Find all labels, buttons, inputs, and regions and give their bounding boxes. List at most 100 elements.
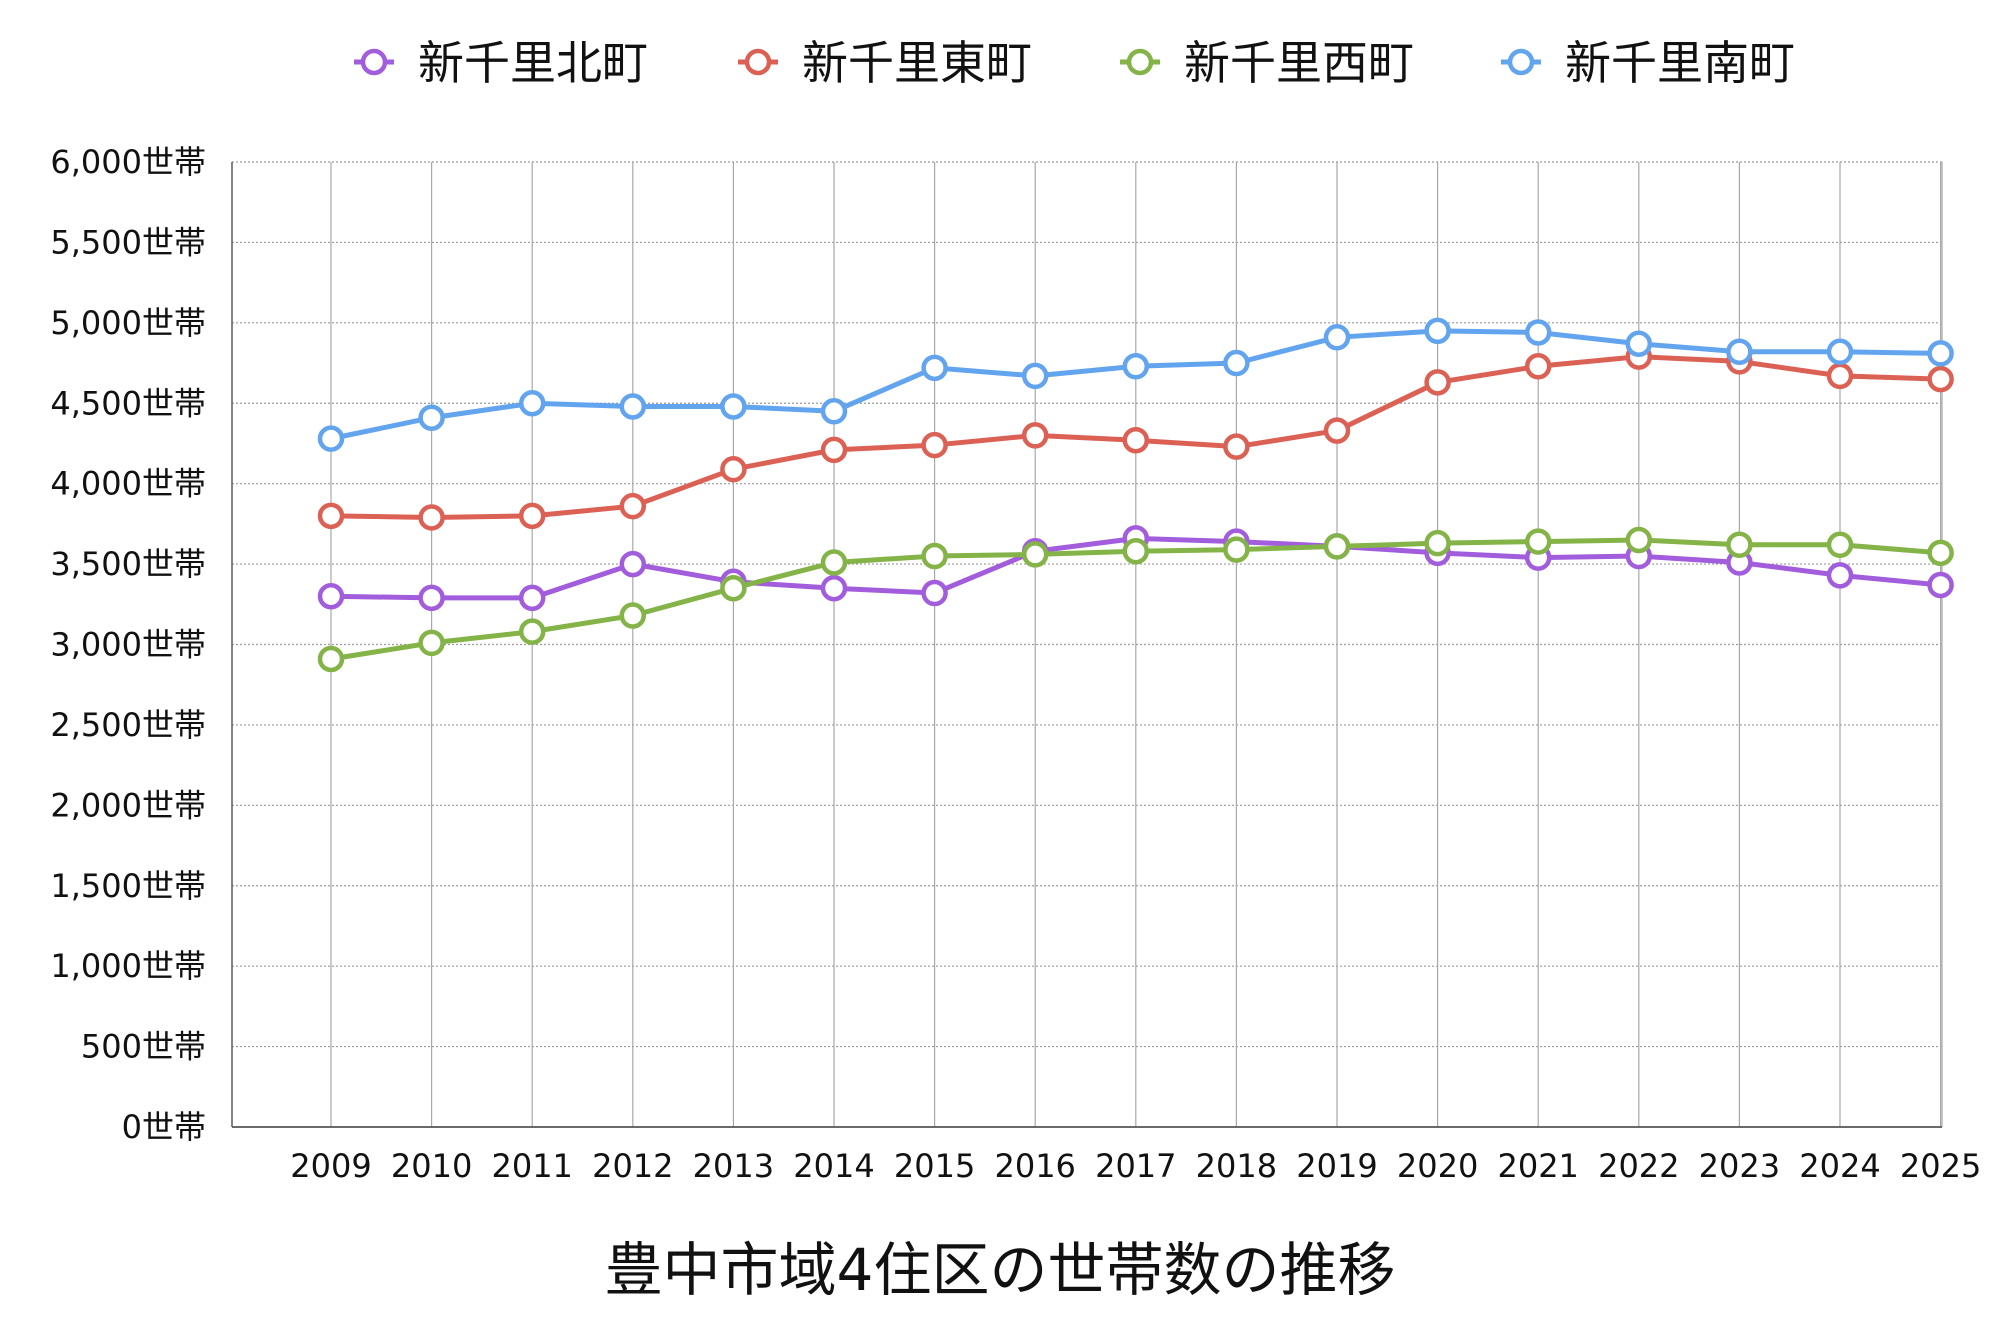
data-point — [317, 583, 345, 610]
data-point — [518, 390, 546, 417]
data-point — [820, 398, 848, 425]
legend-item: 新千里西町 — [1120, 36, 1414, 90]
legend-label: 新千里北町 — [418, 36, 648, 90]
data-point — [1424, 317, 1451, 345]
legend-item: 新千里北町 — [354, 36, 648, 90]
x-tick-label: 2010 — [391, 1147, 472, 1185]
data-point — [720, 393, 747, 420]
legend-label: 新千里東町 — [802, 36, 1032, 90]
data-point — [720, 574, 747, 602]
y-tick-label: 2,500世帯 — [50, 706, 206, 744]
data-point — [1122, 353, 1150, 380]
x-tick-label: 2017 — [1095, 1147, 1176, 1185]
data-point — [1524, 319, 1552, 346]
data-point — [1927, 340, 1954, 367]
legend-marker — [744, 48, 772, 76]
data-point — [1424, 369, 1451, 396]
legend-item: 新千里南町 — [1501, 36, 1795, 90]
data-point — [518, 618, 546, 645]
y-tick-label: 0世帯 — [122, 1108, 206, 1146]
data-point — [1927, 571, 1954, 599]
x-tick-label: 2009 — [290, 1147, 371, 1185]
x-tick-label: 2023 — [1699, 1147, 1780, 1185]
data-point — [1826, 338, 1854, 366]
data-point — [1524, 353, 1552, 380]
legend-item: 新千里東町 — [738, 36, 1032, 90]
y-tick-label: 2,000世帯 — [50, 786, 206, 824]
y-tick-label: 500世帯 — [81, 1028, 206, 1066]
legend-label: 新千里西町 — [1184, 36, 1414, 90]
axes — [231, 162, 1942, 1128]
legend: 新千里北町 新千里東町 新千里西町 新千里南町 — [354, 36, 1795, 90]
data-point — [1826, 362, 1854, 390]
data-point — [1927, 365, 1954, 393]
legend-marker — [360, 48, 388, 76]
data-point — [820, 436, 848, 464]
data-point — [820, 549, 848, 576]
data-point — [1122, 537, 1150, 565]
y-tick-label: 6,000世帯 — [50, 143, 206, 181]
grid — [232, 161, 1943, 1127]
x-tick-label: 2012 — [592, 1147, 673, 1185]
y-tick-label: 3,000世帯 — [50, 626, 206, 664]
x-tick-label: 2018 — [1196, 1147, 1277, 1185]
data-point — [1223, 433, 1250, 460]
data-point — [1122, 426, 1150, 454]
y-tick-label: 5,000世帯 — [50, 304, 206, 342]
data-point — [1223, 536, 1250, 563]
data-point — [1625, 526, 1653, 554]
data-point — [1726, 531, 1753, 559]
data-point — [1021, 541, 1049, 568]
x-tick-label: 2015 — [894, 1147, 975, 1185]
data-point — [820, 574, 848, 602]
data-point — [1323, 417, 1351, 444]
data-point — [921, 354, 948, 382]
y-tick-label: 5,500世帯 — [50, 223, 206, 261]
data-point — [518, 584, 546, 612]
data-point — [619, 492, 647, 520]
data-point — [418, 584, 445, 612]
data-point — [720, 455, 747, 483]
x-axis-tick-labels: 2009 2010 2011 2012 2013 2014 2015 2016 2017 2018… — [290, 1147, 1981, 1185]
series-3 — [317, 526, 1954, 673]
data-point — [317, 502, 345, 530]
data-point — [418, 504, 445, 531]
data-point — [619, 602, 647, 629]
data-point — [317, 425, 345, 452]
chart-title: 豊中市域4住区の世帯数の推移 — [605, 1236, 1396, 1304]
data-point — [1826, 531, 1854, 559]
data-point — [1021, 422, 1049, 449]
y-tick-label: 3,500世帯 — [50, 545, 206, 583]
data-point — [518, 502, 546, 530]
data-point — [1524, 528, 1552, 555]
data-point — [619, 393, 647, 420]
x-tick-label: 2014 — [793, 1147, 874, 1185]
x-tick-label: 2011 — [491, 1147, 572, 1185]
x-tick-label: 2019 — [1296, 1147, 1377, 1185]
x-tick-label: 2016 — [994, 1147, 1075, 1185]
data-point — [1323, 533, 1351, 560]
data-point — [921, 431, 948, 459]
y-tick-label: 1,500世帯 — [50, 867, 206, 905]
data-point — [1726, 338, 1753, 366]
y-tick-label: 4,500世帯 — [50, 384, 206, 422]
data-point — [1323, 324, 1351, 351]
y-tick-label: 1,000世帯 — [50, 947, 206, 985]
y-axis-tick-labels: 0世帯 500世帯 1,000世帯 1,500世帯 2,000世帯 2,500世帯 3,00… — [50, 143, 206, 1146]
data-point — [1424, 529, 1451, 557]
x-tick-label: 2020 — [1397, 1147, 1478, 1185]
series-group — [317, 317, 1954, 673]
legend-marker — [1126, 48, 1154, 76]
x-tick-label: 2013 — [693, 1147, 774, 1185]
series-4 — [317, 317, 1954, 452]
data-point — [1223, 349, 1250, 377]
data-point — [921, 579, 948, 607]
data-point — [619, 550, 647, 578]
x-tick-label: 2024 — [1799, 1147, 1880, 1185]
y-tick-label: 4,000世帯 — [50, 465, 206, 503]
x-tick-label: 2021 — [1497, 1147, 1578, 1185]
data-point — [317, 645, 345, 673]
data-point — [418, 404, 445, 431]
data-point — [921, 542, 948, 570]
